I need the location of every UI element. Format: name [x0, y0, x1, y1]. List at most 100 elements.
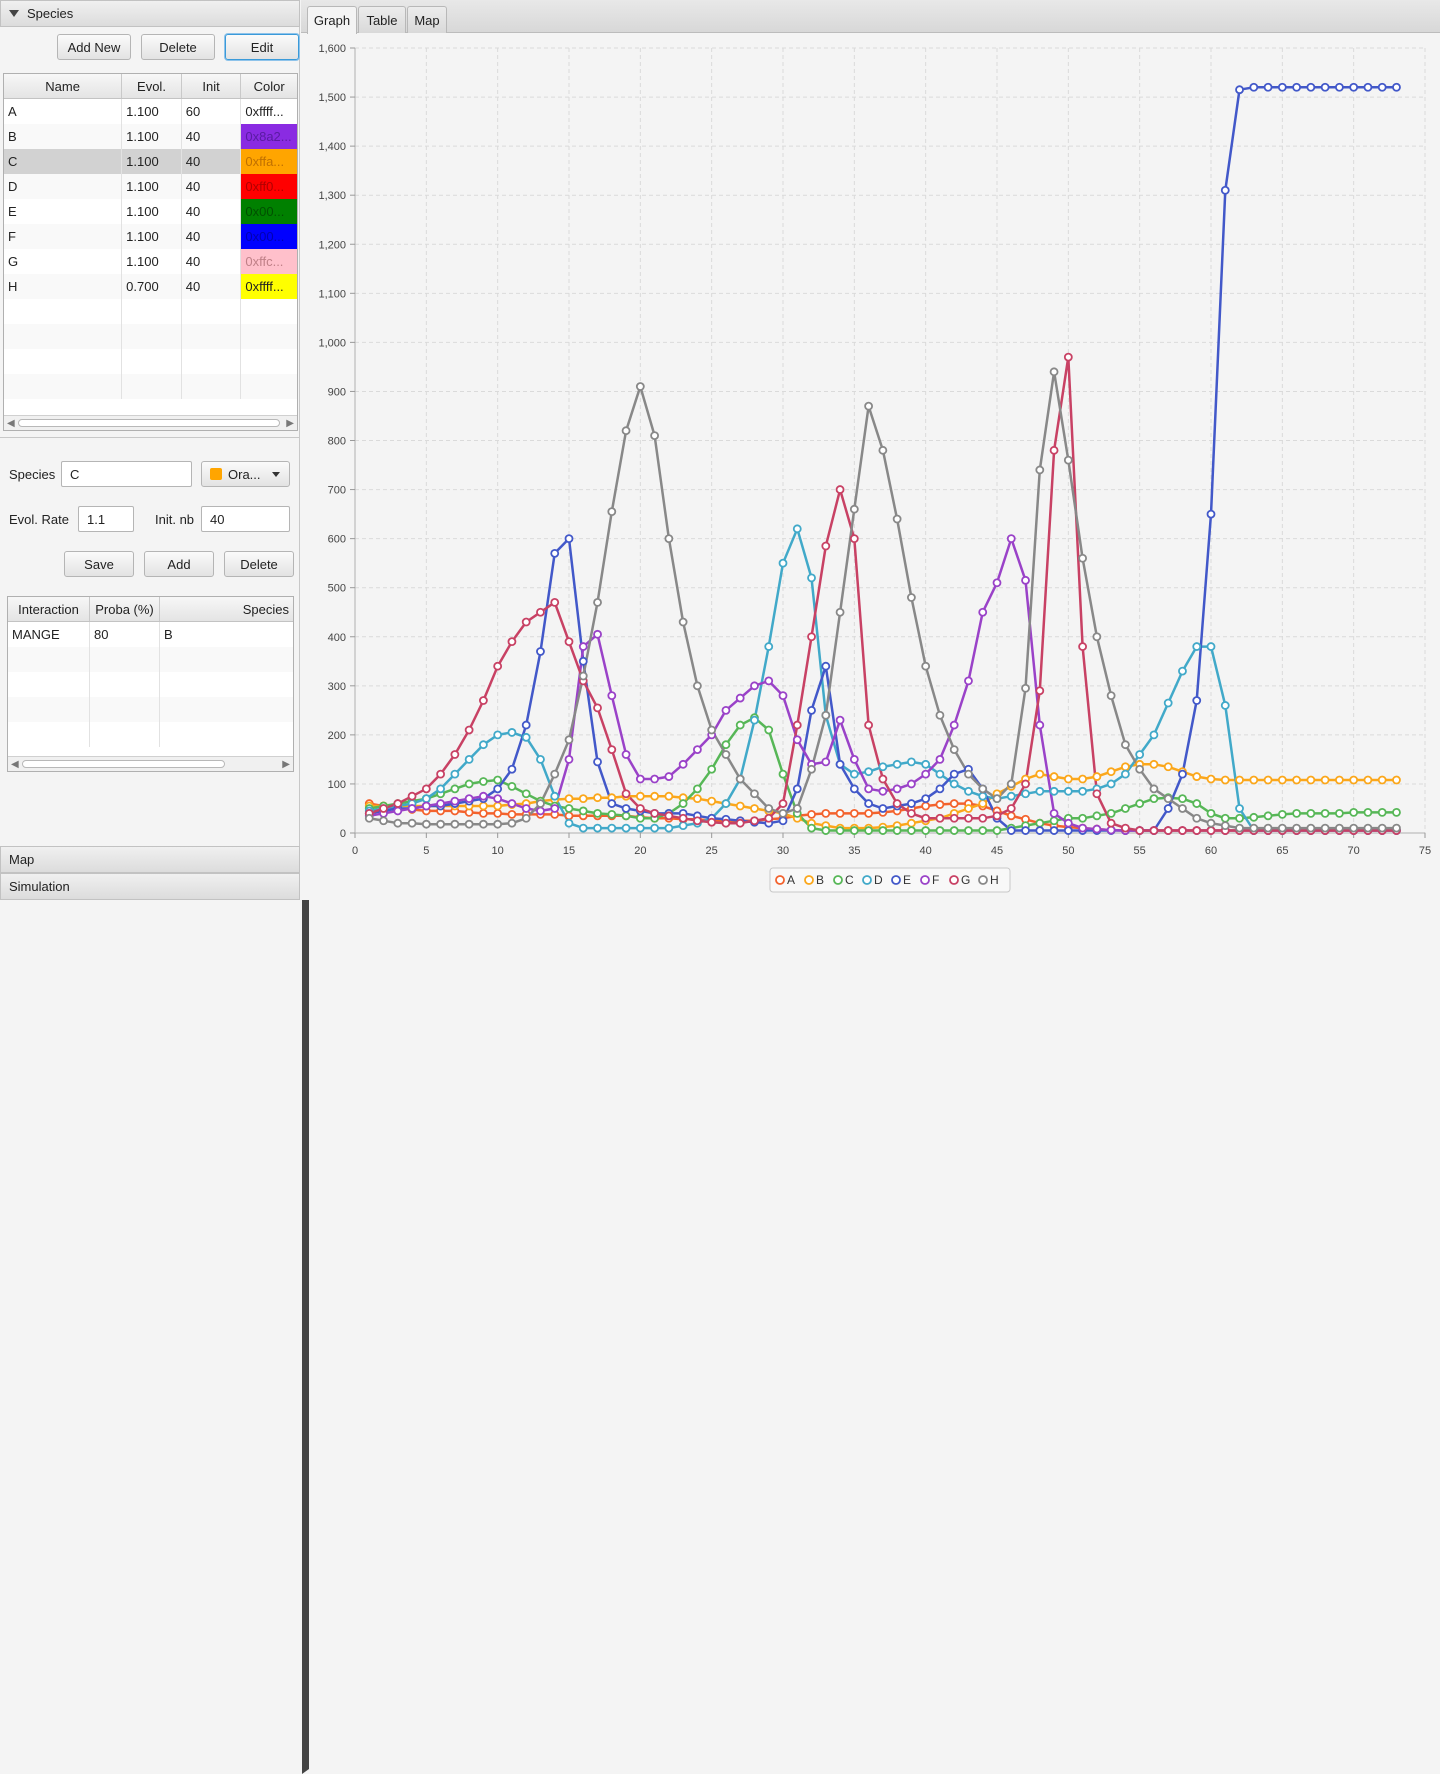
data-point-H [807, 764, 816, 774]
empty-cell [241, 374, 297, 399]
species-table-scrollbar[interactable]: ◀ ▶ [4, 415, 297, 430]
scroll-left-icon[interactable]: ◀ [11, 759, 19, 770]
data-point-H [1363, 823, 1373, 833]
delete-species-button[interactable]: Delete [141, 34, 215, 60]
data-point-D [607, 823, 617, 833]
species-table[interactable]: Name Evol. Init Color A 1.100 60 0xffff... B… [3, 73, 298, 431]
data-point-F [493, 794, 503, 804]
y-tick-label: 0 [340, 828, 346, 840]
data-point-C [892, 826, 902, 835]
edit-button[interactable]: Edit [225, 34, 299, 60]
scroll-thumb[interactable] [18, 419, 280, 427]
data-point-E [1249, 82, 1259, 92]
data-point-B [493, 801, 503, 811]
data-point-D [764, 642, 774, 651]
data-point-D [1220, 701, 1230, 710]
interaction-table-scrollbar[interactable]: ◀ ▶ [8, 756, 293, 771]
empty-table-row[interactable] [4, 349, 297, 374]
interaction-table[interactable]: Interaction Proba (%) Species MANGE 80 B ◀… [7, 596, 294, 772]
add-button[interactable]: Add [144, 551, 214, 577]
color-picker[interactable]: Ora... [201, 461, 290, 487]
empty-table-row[interactable] [8, 722, 293, 747]
table-row[interactable]: H 0.700 40 0xffff... [4, 274, 297, 299]
table-row[interactable]: G 1.100 40 0xffc... [4, 249, 297, 274]
right-panel: Graph Table Map 0 100 200 300 400 500 600 700 80… [301, 0, 1440, 900]
empty-cell [241, 324, 297, 349]
delete-interaction-button[interactable]: Delete [224, 551, 294, 577]
empty-cell [182, 324, 242, 349]
empty-table-row[interactable] [4, 299, 297, 324]
data-point-F [864, 784, 873, 794]
init-nb-input[interactable]: 40 [201, 506, 290, 532]
data-point-G [1035, 686, 1045, 696]
empty-table-row[interactable] [8, 647, 293, 672]
data-point-H [1049, 367, 1059, 377]
tab-graph[interactable]: Graph [307, 6, 357, 34]
column-header-species[interactable]: Species [242, 601, 289, 617]
table-row[interactable]: B 1.100 40 0x8a2... [4, 124, 297, 149]
empty-table-row[interactable] [8, 697, 293, 722]
map-pane-header[interactable]: Map [0, 846, 1440, 1747]
column-header-proba[interactable]: Proba (%) [90, 597, 160, 621]
data-point-C [1277, 809, 1287, 819]
table-row[interactable]: MANGE 80 B [8, 622, 293, 647]
empty-table-row[interactable] [4, 324, 297, 349]
save-button[interactable]: Save [64, 551, 134, 577]
scroll-right-icon[interactable]: ▶ [286, 418, 294, 429]
color-picker-label: Ora... [228, 466, 261, 482]
data-point-D [664, 823, 674, 833]
data-point-C [593, 808, 602, 818]
evol-rate-input[interactable]: 1.1 [78, 506, 134, 532]
empty-table-row[interactable] [8, 672, 293, 697]
data-point-B [1092, 772, 1102, 781]
data-point-C [1349, 807, 1359, 817]
table-row[interactable]: D 1.100 40 0xff0... [4, 174, 297, 199]
tab-bar: Graph Table Map [301, 0, 1440, 34]
data-point-B [578, 794, 588, 804]
legend-label: D [874, 873, 883, 887]
column-header-init[interactable]: Init [182, 74, 242, 98]
data-point-B [1249, 775, 1259, 785]
x-tick-label: 70 [1348, 845, 1360, 857]
species-init-cell: 40 [182, 174, 242, 199]
table-row[interactable]: C 1.100 40 0xffa... [4, 149, 297, 174]
table-row[interactable]: E 1.100 40 0x00... [4, 199, 297, 224]
species-color-cell: 0xff0... [241, 174, 297, 199]
scroll-right-icon[interactable]: ▶ [282, 759, 290, 770]
data-point-H [1063, 455, 1073, 465]
scroll-thumb[interactable] [22, 760, 225, 768]
tab-table[interactable]: Table [358, 6, 406, 33]
legend-marker-icon [891, 875, 901, 885]
species-pane-header[interactable]: Species [0, 0, 300, 27]
data-point-E [1178, 769, 1187, 779]
column-header-interaction[interactable]: Interaction [8, 597, 90, 621]
column-header-name[interactable]: Name [4, 74, 123, 98]
species-init-cell: 40 [182, 124, 242, 149]
data-point-C [1149, 794, 1159, 804]
scroll-left-icon[interactable]: ◀ [7, 418, 15, 429]
data-point-F [978, 607, 988, 617]
species-name-input[interactable]: C [61, 461, 192, 487]
data-point-D [536, 755, 545, 764]
data-point-D [721, 799, 731, 808]
add-new-button[interactable]: Add New [57, 34, 131, 60]
data-point-H [1377, 823, 1387, 833]
data-point-D [1063, 786, 1073, 796]
data-point-H [792, 804, 802, 813]
data-point-C [521, 789, 531, 799]
table-row[interactable]: F 1.100 40 0x00... [4, 224, 297, 249]
data-point-G [750, 816, 759, 826]
data-point-H [1335, 823, 1344, 833]
data-point-E [864, 799, 873, 808]
tab-map[interactable]: Map [407, 6, 447, 33]
empty-table-row[interactable] [4, 374, 297, 399]
column-header-color[interactable]: Color [253, 78, 285, 94]
table-row[interactable]: A 1.100 60 0xffff... [4, 99, 297, 124]
y-tick-label: 1,200 [318, 239, 346, 251]
simulation-pane-header[interactable]: Simulation [0, 873, 1440, 1774]
data-point-H [478, 819, 488, 829]
empty-cell [8, 697, 90, 722]
data-point-C [821, 826, 831, 835]
data-point-C [1235, 813, 1244, 823]
column-header-evol[interactable]: Evol. [122, 74, 182, 98]
